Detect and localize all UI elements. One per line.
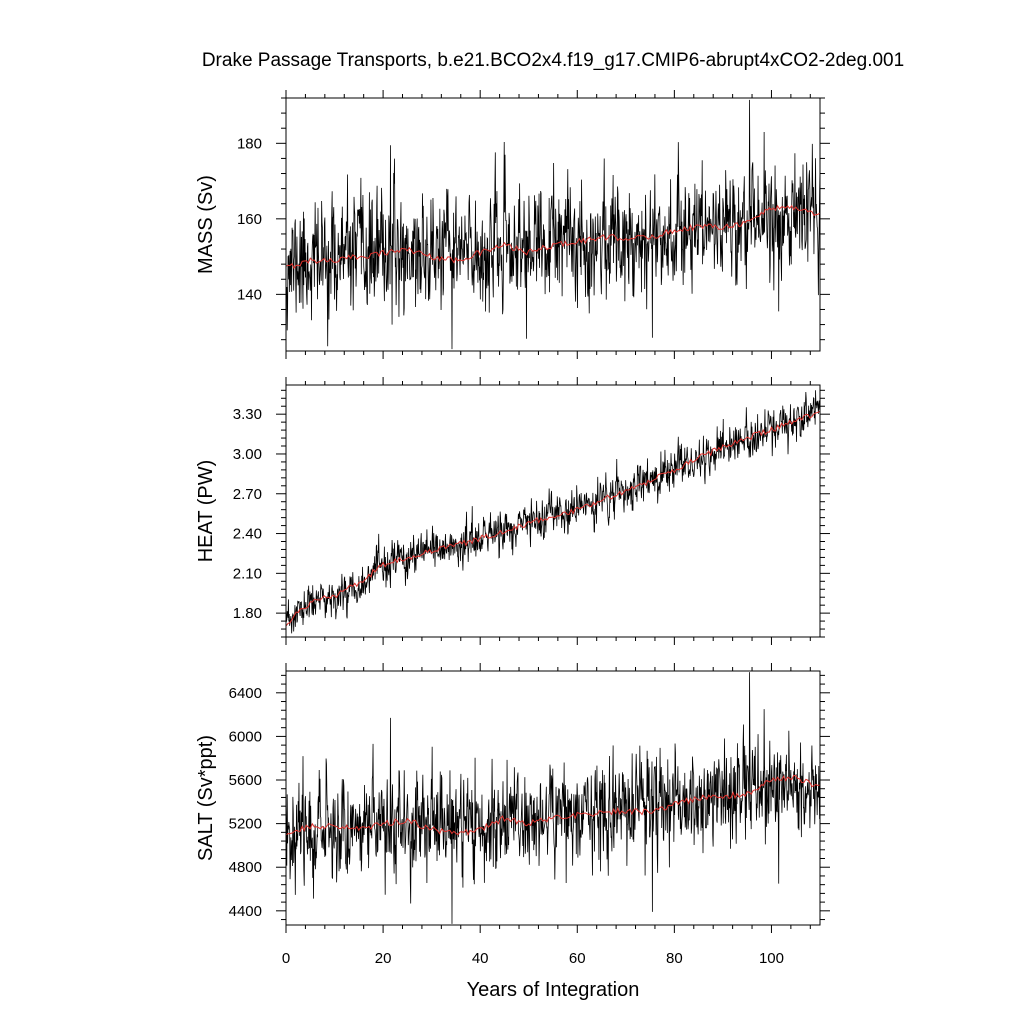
mass-annual-mean-series xyxy=(286,204,820,270)
mass-y-tick-label: 160 xyxy=(237,211,262,228)
x-tick-label: 20 xyxy=(375,950,392,967)
salt-annual-mean-series xyxy=(286,775,820,836)
salt-y-tick-label: 6400 xyxy=(229,685,262,702)
salt-y-tick-label: 5200 xyxy=(229,816,262,833)
heat-y-axis-label: HEAT (PW) xyxy=(195,460,217,563)
heat-y-tick-label: 1.80 xyxy=(233,605,262,622)
salt-y-axis-label: SALT (Sv*ppt) xyxy=(195,735,217,861)
heat-monthly-series xyxy=(286,390,820,634)
heat-panel: 1.80 2.10 2.40 2.70 3.00 3.30 HEAT (PW) xyxy=(195,377,830,645)
x-tick-label: 100 xyxy=(759,950,784,967)
mass-plot-frame xyxy=(285,97,821,352)
heat-y-tick-label: 3.00 xyxy=(233,446,262,463)
salt-panel: 4400 4800 5200 5600 6000 6400 SALT (Sv*ppt) 0 20… xyxy=(195,663,830,967)
mass-y-tick-label: 180 xyxy=(237,135,262,152)
salt-y-tick-label: 6000 xyxy=(229,728,262,745)
mass-y-axis-label: MASS (Sv) xyxy=(195,175,217,274)
mass-monthly-series xyxy=(286,99,820,350)
heat-y-tick-label: 2.10 xyxy=(233,565,262,582)
x-tick-label: 0 xyxy=(282,950,290,967)
x-tick-label: 40 xyxy=(472,950,489,967)
heat-y-tick-label: 3.30 xyxy=(233,406,262,423)
salt-y-tick-label: 4800 xyxy=(229,859,262,876)
heat-annual-mean-series xyxy=(286,410,820,627)
chart-title: Drake Passage Transports, b.e21.BCO2x4.f… xyxy=(202,50,904,71)
heat-y-tick-label: 2.40 xyxy=(233,526,262,543)
salt-monthly-series xyxy=(286,672,820,924)
heat-y-tick-label: 2.70 xyxy=(233,486,262,503)
salt-y-tick-label: 5600 xyxy=(229,772,262,789)
mass-y-tick-label: 140 xyxy=(237,286,262,303)
x-tick-label: 80 xyxy=(666,950,683,967)
x-axis-label: Years of Integration xyxy=(467,979,640,1001)
salt-plot-frame xyxy=(285,670,821,926)
mass-panel: 140 160 180 MASS (Sv) xyxy=(195,90,830,359)
heat-plot-frame xyxy=(285,384,821,638)
salt-y-tick-label: 4400 xyxy=(229,903,262,920)
x-tick-label: 60 xyxy=(569,950,586,967)
